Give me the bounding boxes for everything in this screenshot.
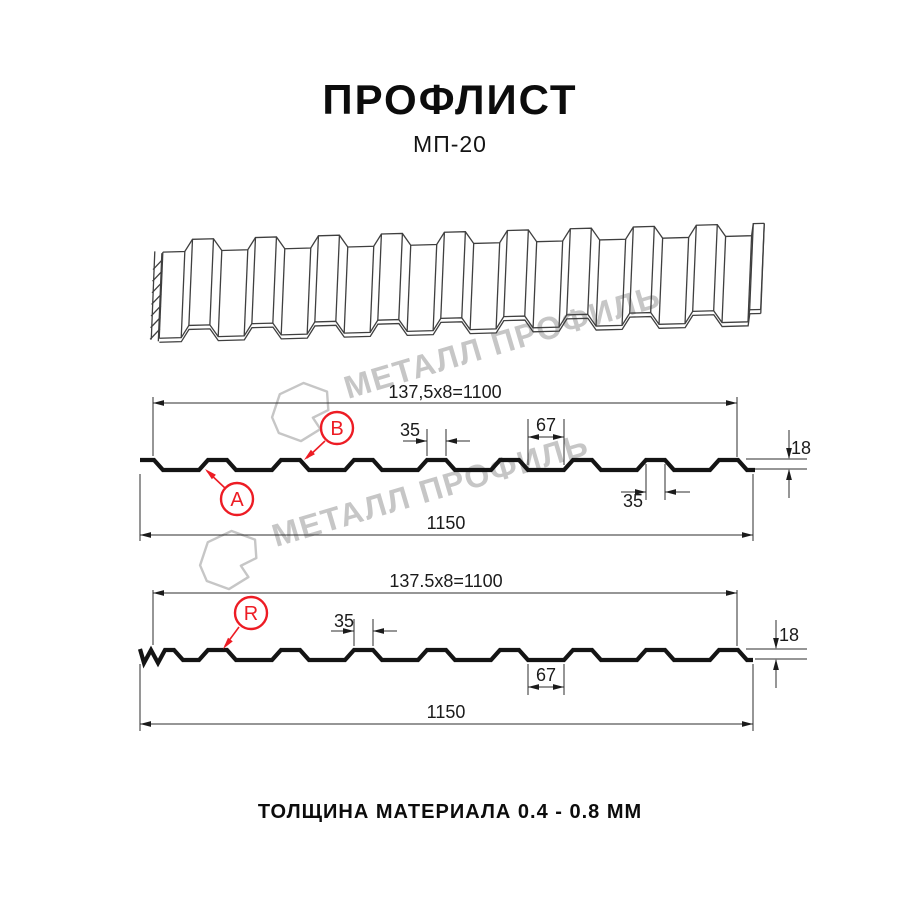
metall-profil-logo-icon (198, 529, 258, 591)
dim-overall-width-1: 1150 (427, 513, 466, 533)
callout-letter-B: B (330, 418, 343, 440)
watermark-middle: МЕТАЛЛ ПРОФИЛЬ (198, 426, 593, 591)
dim-valley-1: 67 (536, 415, 556, 435)
dim-rib-bottom-1: 35 (623, 491, 643, 511)
callout-letter-R: R (244, 603, 258, 625)
dim-module-width-1: 137,5x8=1100 (388, 382, 501, 402)
cross-section-AB (139, 397, 807, 541)
dim-height-1: 18 (791, 438, 811, 458)
callout-letter-A: A (230, 489, 244, 511)
cross-section-R (137, 590, 807, 731)
dim-overall-width-2: 1150 (427, 702, 466, 722)
dim-valley-2: 67 (536, 665, 556, 685)
callout-circle-R (233, 595, 269, 631)
callout-circle-B (319, 410, 355, 446)
callout-circle-A (219, 481, 255, 517)
dim-module-width-2: 137.5x8=1100 (389, 571, 502, 591)
dim-rib-top-1: 35 (400, 420, 420, 440)
thickness-note: ТОЛЩИНА МАТЕРИАЛА 0.4 - 0.8 ММ (257, 801, 643, 823)
metall-profil-logo-icon (270, 381, 330, 443)
page-title: ПРОФЛИСТ (322, 76, 578, 123)
profile-3d-view (149, 222, 765, 343)
profile-model-label: МП-20 (413, 131, 487, 157)
dim-rib-top-2: 35 (334, 611, 354, 631)
profile-3d-sheet-fill (159, 223, 765, 339)
dim-height-2: 18 (779, 625, 799, 645)
